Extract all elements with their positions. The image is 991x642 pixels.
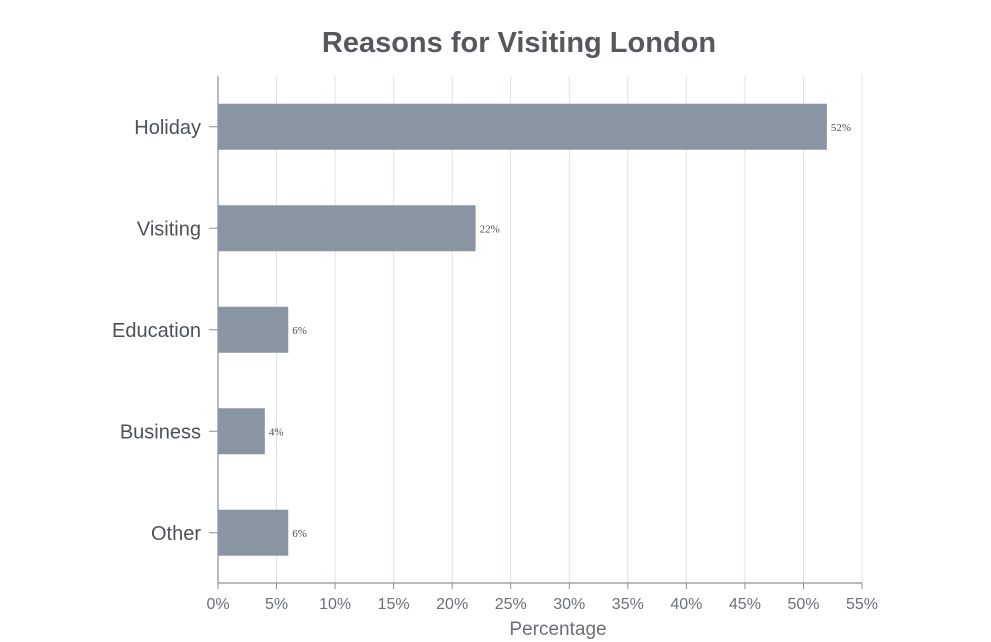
x-tick-label: 50% [787, 596, 819, 613]
x-axis-title: Percentage [509, 619, 606, 640]
x-tick-label: 30% [553, 596, 585, 613]
category-label: Business [120, 421, 201, 443]
category-labels: Holiday Visiting Education Business Other [112, 117, 218, 545]
x-tick-label: 25% [495, 596, 527, 613]
x-tick-label: 40% [670, 596, 702, 613]
data-label: 6% [292, 325, 307, 337]
x-tick-label: 10% [319, 596, 351, 613]
x-tick-label: 45% [729, 596, 761, 613]
axes [217, 76, 862, 584]
data-label: 22% [480, 223, 500, 235]
category-label: Other [151, 523, 201, 545]
bar-education [218, 306, 289, 353]
bar-holiday [218, 103, 827, 150]
category-label: Holiday [134, 117, 201, 139]
x-tick-label: 0% [206, 596, 229, 613]
x-tick-label: 35% [612, 596, 644, 613]
bar-business [218, 408, 265, 455]
category-label: Education [112, 320, 201, 342]
category-label: Visiting [137, 218, 201, 240]
chart-title: Reasons for Visiting London [322, 27, 716, 59]
data-label: 4% [269, 426, 284, 438]
x-ticks: 0% 5% 10% 15% 20% 25% 30% 35% 40% 45% 50% 55% [206, 583, 878, 613]
bar-other [218, 509, 289, 556]
gridlines [276, 76, 863, 583]
x-tick-label: 15% [378, 596, 410, 613]
data-labels: 52% 22% 6% 4% 6% [269, 122, 851, 540]
data-label: 6% [292, 528, 307, 540]
bar-visiting [218, 205, 476, 252]
x-tick-label: 55% [846, 596, 878, 613]
x-tick-label: 5% [265, 596, 288, 613]
data-label: 52% [831, 122, 851, 134]
bars [218, 103, 827, 556]
x-tick-label: 20% [436, 596, 468, 613]
